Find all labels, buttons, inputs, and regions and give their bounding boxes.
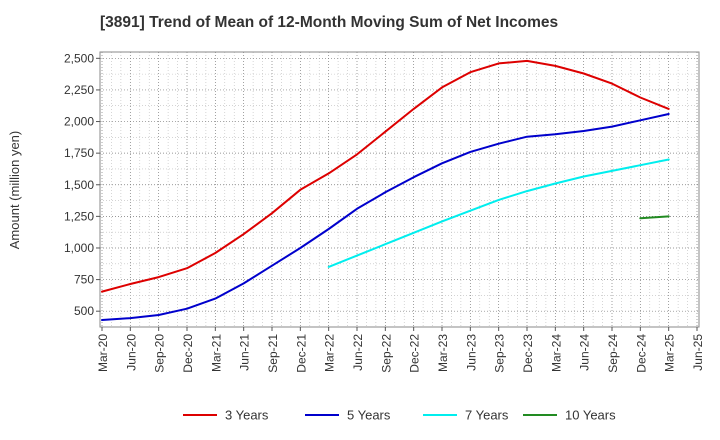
x-tick-label: Mar-22 xyxy=(323,334,337,372)
x-tick-label: Jun-23 xyxy=(464,334,478,371)
legend-label: 3 Years xyxy=(225,408,269,423)
plot-border xyxy=(99,51,700,328)
x-tick-label: Sep-20 xyxy=(153,334,167,373)
y-tick-label: 1,500 xyxy=(64,178,94,192)
x-tick-label: Mar-21 xyxy=(209,334,223,372)
y-tick-label: 1,000 xyxy=(64,241,94,255)
x-tick-label: Jun-24 xyxy=(578,334,592,371)
x-tick-label: Sep-22 xyxy=(379,334,393,373)
series-line-5-years xyxy=(101,113,670,321)
y-axis-title: Amount (million yen) xyxy=(7,131,22,250)
legend-label: 7 Years xyxy=(465,408,509,423)
y-tick-label: 2,000 xyxy=(64,115,94,129)
x-tick-label: Jun-20 xyxy=(124,334,138,371)
x-tick-label: Dec-20 xyxy=(181,334,195,373)
x-tick-label: Mar-20 xyxy=(96,334,110,372)
series-line-10-years xyxy=(639,215,670,220)
x-axis: Mar-20 Jun-20 Sep-20 Dec-20 Mar-21 Jun-21 Sep-… xyxy=(96,327,705,373)
y-tick-label: 1,750 xyxy=(64,146,94,160)
x-tick-label: Jun-21 xyxy=(238,334,252,371)
x-tick-label: Dec-21 xyxy=(294,334,308,373)
plot-area xyxy=(100,52,699,327)
y-tick-label: 2,250 xyxy=(64,83,94,97)
legend: 3 Years 5 Years 7 Years 10 Years xyxy=(183,408,616,423)
x-tick-label: Sep-24 xyxy=(606,334,620,373)
x-tick-label: Jun-22 xyxy=(351,334,365,371)
x-tick-label: Mar-25 xyxy=(663,334,677,372)
y-tick-label: 750 xyxy=(74,273,94,287)
y-tick-label: 500 xyxy=(74,304,94,318)
x-tick-label: Sep-23 xyxy=(493,334,507,373)
x-tick-label: Dec-22 xyxy=(408,334,422,373)
legend-label: 10 Years xyxy=(565,408,616,423)
series-line-7-years xyxy=(327,158,670,268)
grid-lines xyxy=(100,52,699,328)
x-tick-label: Dec-24 xyxy=(634,334,648,373)
series-line-3-years xyxy=(101,59,670,293)
legend-label: 5 Years xyxy=(347,408,391,423)
x-tick-label: Jun-25 xyxy=(691,334,705,371)
x-tick-label: Sep-21 xyxy=(266,334,280,373)
x-tick-label: Dec-23 xyxy=(521,334,535,373)
x-tick-label: Mar-23 xyxy=(436,334,450,372)
y-axis: 500 750 1,000 1,250 1,500 1,750 2,000 2,250 2,50… xyxy=(64,51,100,318)
series-lines xyxy=(101,59,670,321)
chart-title: [3891] Trend of Mean of 12-Month Moving … xyxy=(100,14,559,31)
y-tick-label: 2,500 xyxy=(64,51,94,65)
y-tick-label: 1,250 xyxy=(64,209,94,223)
x-tick-label: Mar-24 xyxy=(549,334,563,372)
